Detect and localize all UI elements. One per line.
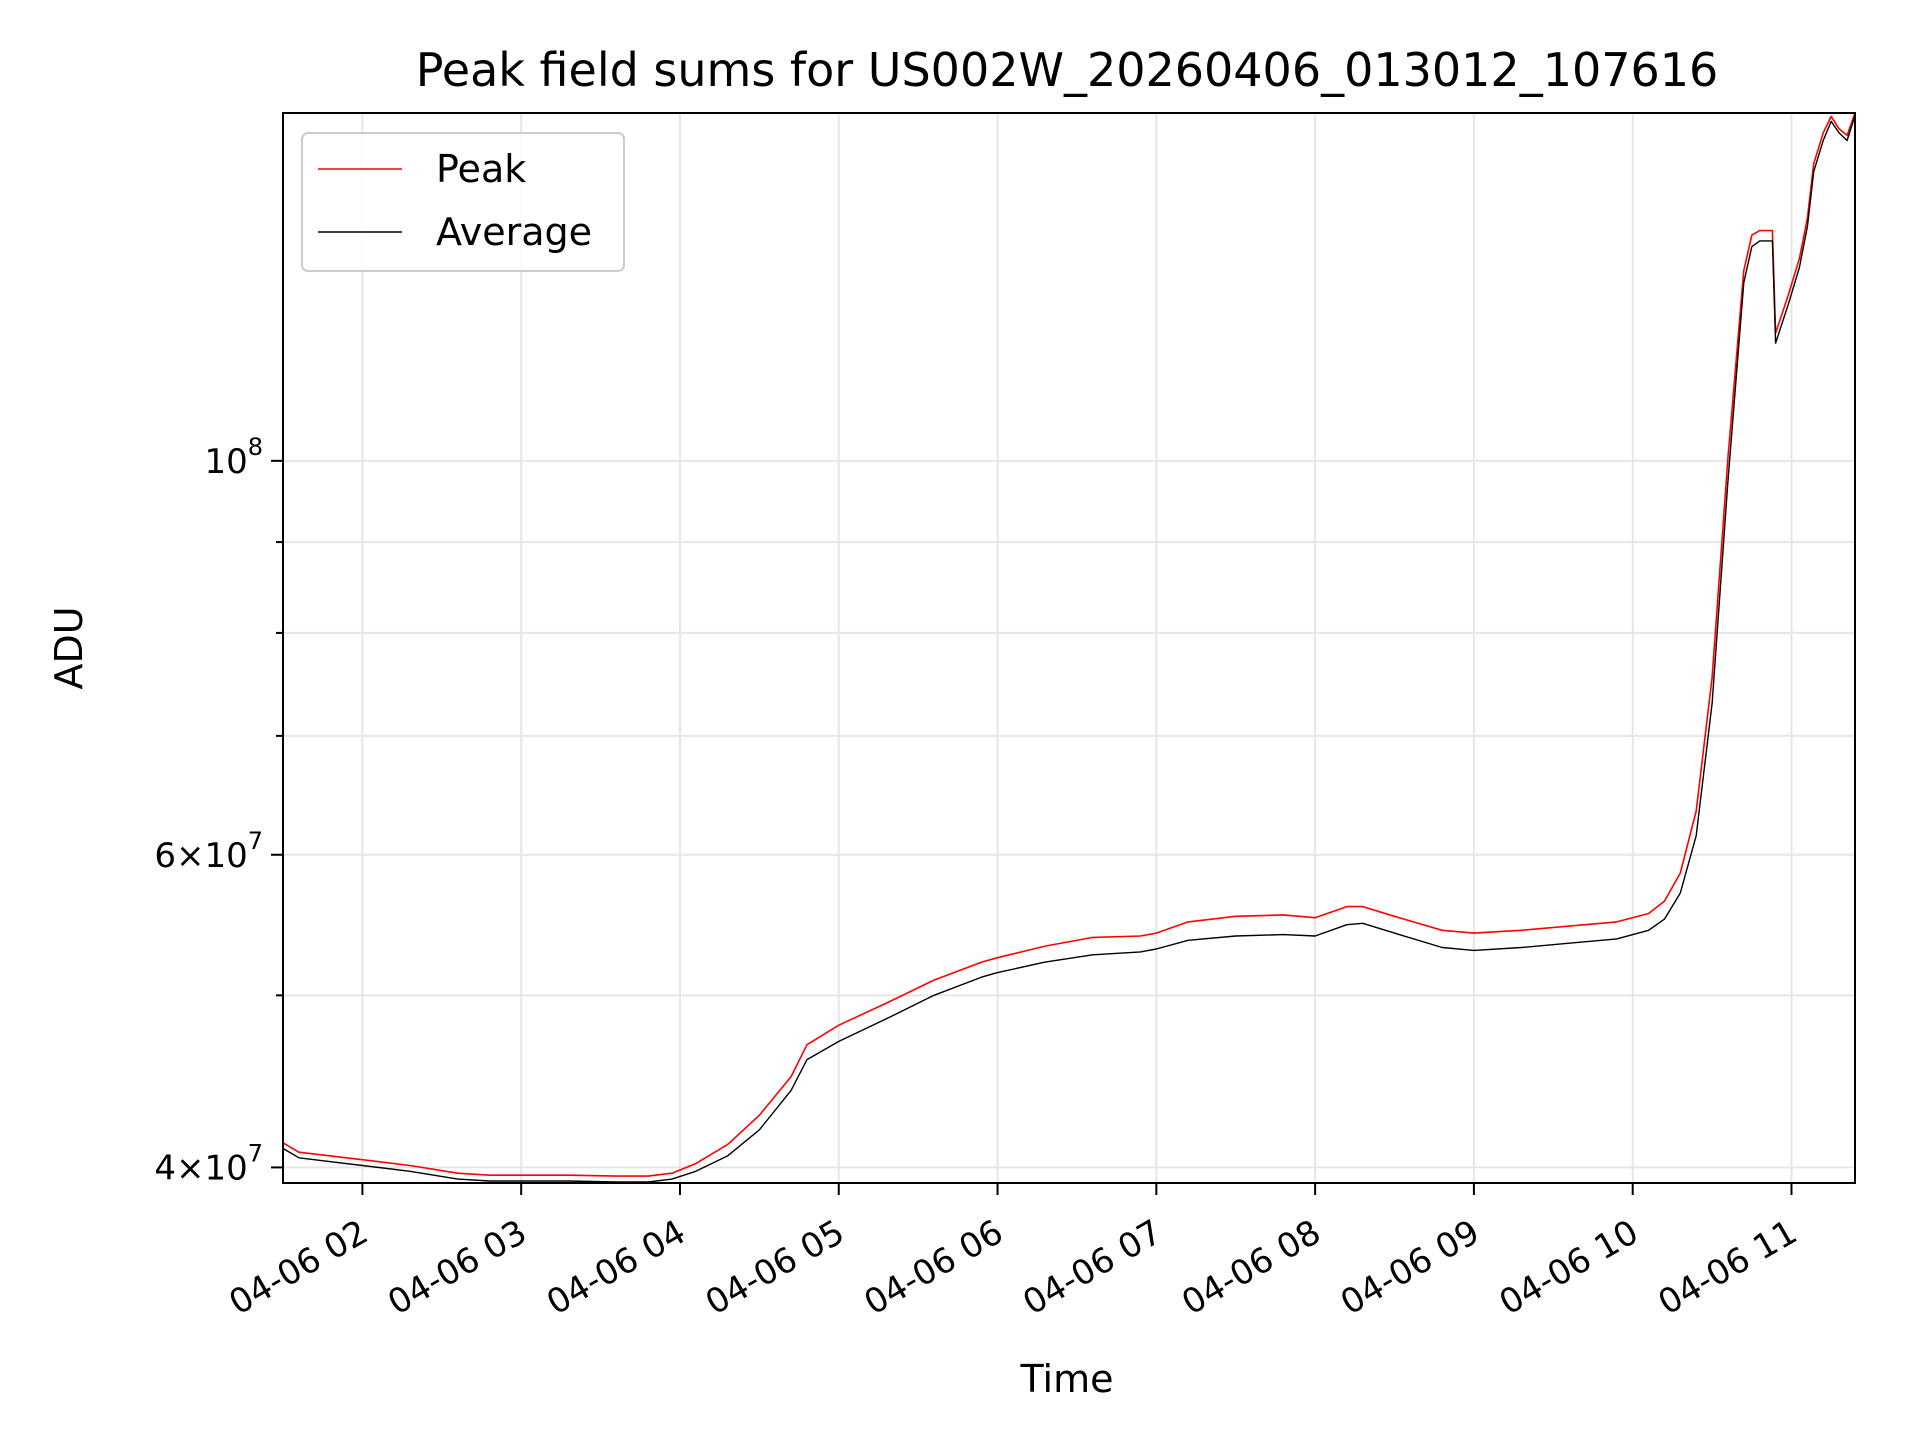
y-tick-label: 6×107 (154, 827, 263, 876)
legend-box (301, 132, 625, 272)
chart-title: Peak field sums for US002W_20260406_0130… (416, 43, 1719, 97)
y-axis-label: ADU (47, 606, 91, 689)
legend: Peak Average (301, 132, 625, 272)
y-tick-label: 108 (204, 433, 263, 482)
y-tick-label: 4×107 (154, 1139, 263, 1188)
y-axis: 4×107 6×107 108 (154, 433, 283, 1188)
x-axis-label: Time (1020, 1357, 1114, 1401)
legend-label-peak: Peak (436, 147, 526, 191)
grid (283, 113, 1855, 1183)
plot-frame (282, 112, 1856, 1184)
legend-label-average: Average (436, 210, 592, 254)
